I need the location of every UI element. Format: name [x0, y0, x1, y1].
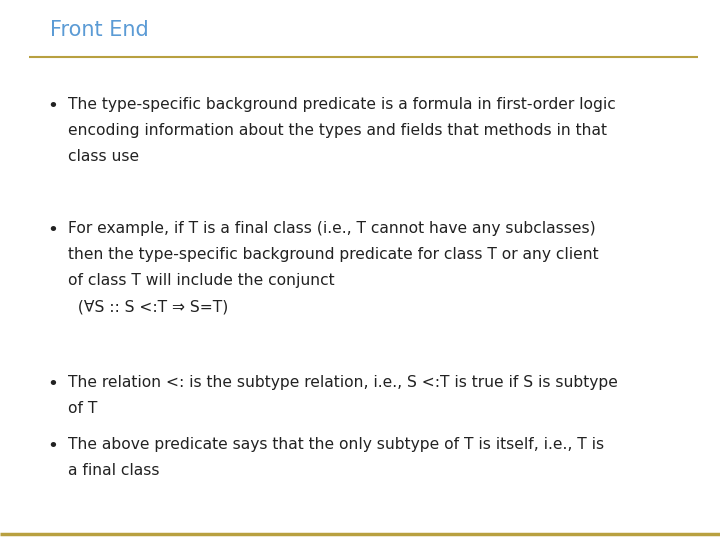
Text: For example, if T is a final class (i.e., T cannot have any subclasses): For example, if T is a final class (i.e.… [68, 221, 596, 237]
Text: (∀S :: S <:T ⇒ S=T): (∀S :: S <:T ⇒ S=T) [68, 299, 229, 314]
Text: The above predicate says that the only subtype of T is itself, i.e., T is: The above predicate says that the only s… [68, 437, 605, 453]
Text: a final class: a final class [68, 463, 160, 478]
Text: •: • [47, 221, 58, 239]
Text: of class T will include the conjunct: of class T will include the conjunct [68, 273, 335, 288]
Text: then the type-specific background predicate for class T or any client: then the type-specific background predic… [68, 247, 599, 262]
Text: •: • [47, 437, 58, 455]
Text: class use: class use [68, 149, 140, 164]
Text: •: • [47, 97, 58, 115]
Text: of T: of T [68, 401, 98, 416]
Text: •: • [47, 375, 58, 393]
Text: The type-specific background predicate is a formula in first-order logic: The type-specific background predicate i… [68, 97, 616, 112]
Text: Front End: Front End [50, 19, 149, 40]
Text: The relation <: is the subtype relation, i.e., S <:T is true if S is subtype: The relation <: is the subtype relation,… [68, 375, 618, 390]
Text: encoding information about the types and fields that methods in that: encoding information about the types and… [68, 123, 608, 138]
